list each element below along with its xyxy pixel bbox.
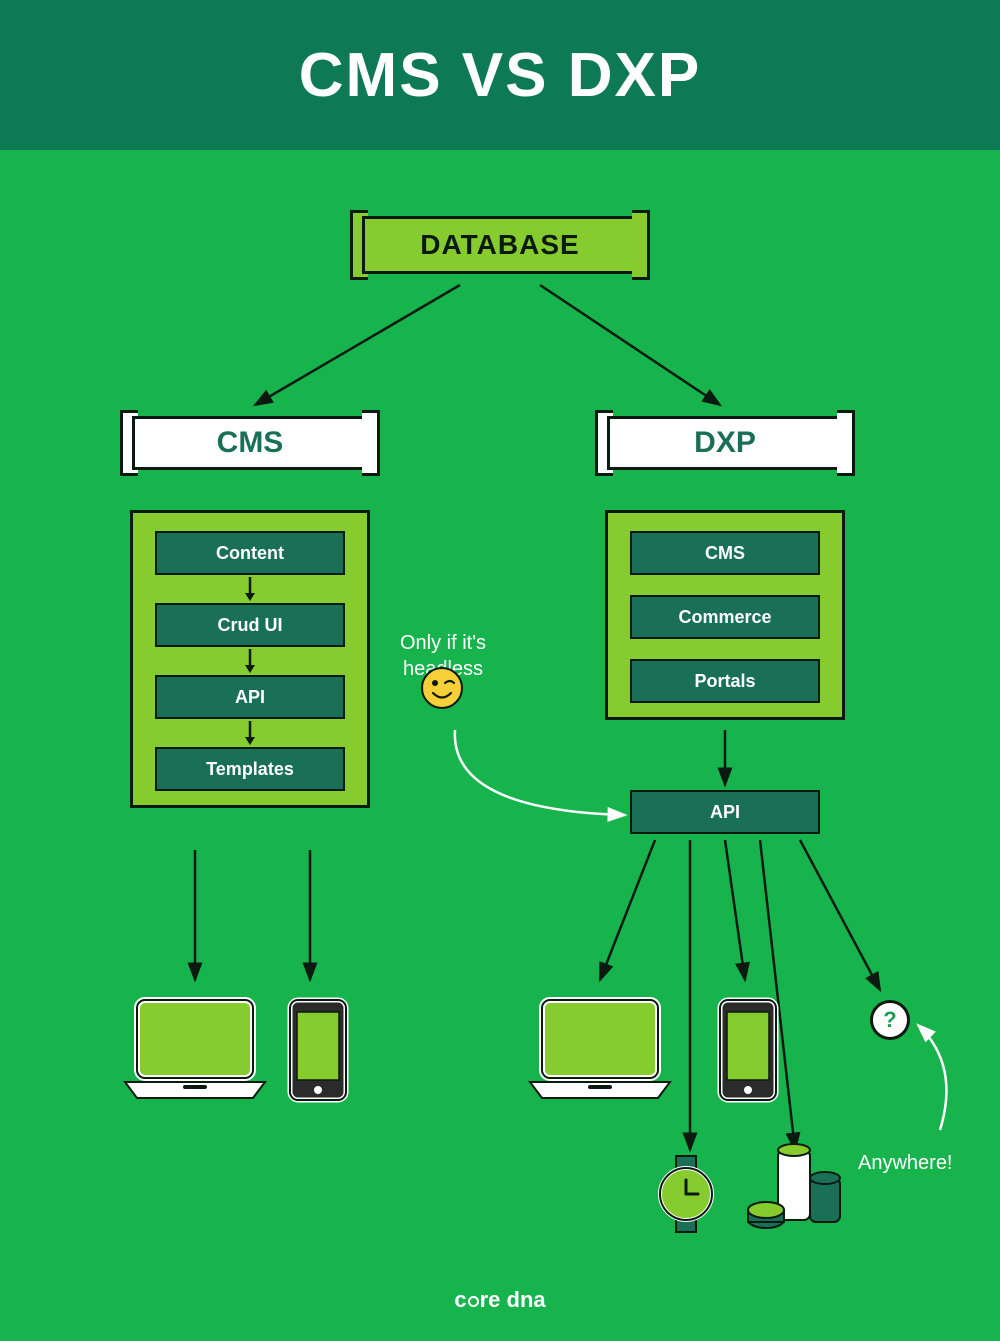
question-mark: ? [883,1007,896,1033]
database-label: DATABASE [362,216,638,274]
stack-item: Portals [630,659,820,703]
question-icon: ? [870,1000,910,1040]
infographic-canvas: CMS VS DXP DATABASE CMS DXP Content Crud … [0,0,1000,1341]
stack-item: Commerce [630,595,820,639]
bracket-right [362,410,380,476]
title-bar: CMS VS DXP [0,0,1000,150]
page-title: CMS VS DXP [299,40,701,111]
cms-banner: CMS [120,410,380,476]
dxp-api-box: API [630,790,820,834]
laptop-icon [125,1000,265,1098]
dxp-heading: DXP [607,416,843,470]
stack-item: Crud UI [155,603,345,647]
stack-item: CMS [630,531,820,575]
footer-brand: cre dna [0,1287,1000,1313]
database-banner: DATABASE [350,210,650,280]
bracket-right [837,410,855,476]
down-arrow-icon [240,575,260,603]
phone-icon [290,1000,346,1100]
note-headless: Only if it'sheadless [400,630,486,682]
down-arrow-icon [240,719,260,747]
down-arrow-icon [240,647,260,675]
stack-item: Templates [155,747,345,791]
stack-item: API [155,675,345,719]
brand-text: cre dna [454,1287,545,1312]
cms-heading: CMS [132,416,368,470]
body-area: DATABASE CMS DXP Content Crud UI API Templa… [0,150,1000,1341]
cms-stack: Content Crud UI API Templates [130,510,370,808]
note-anywhere: Anywhere! [858,1150,953,1176]
dxp-stack: CMS Commerce Portals [605,510,845,720]
stack-item: Content [155,531,345,575]
dxp-banner: DXP [595,410,855,476]
watch-icon [660,1156,712,1232]
laptop-icon [530,1000,670,1098]
speakers-icon [748,1144,840,1228]
phone-icon [720,1000,776,1100]
bracket-right [632,210,650,280]
